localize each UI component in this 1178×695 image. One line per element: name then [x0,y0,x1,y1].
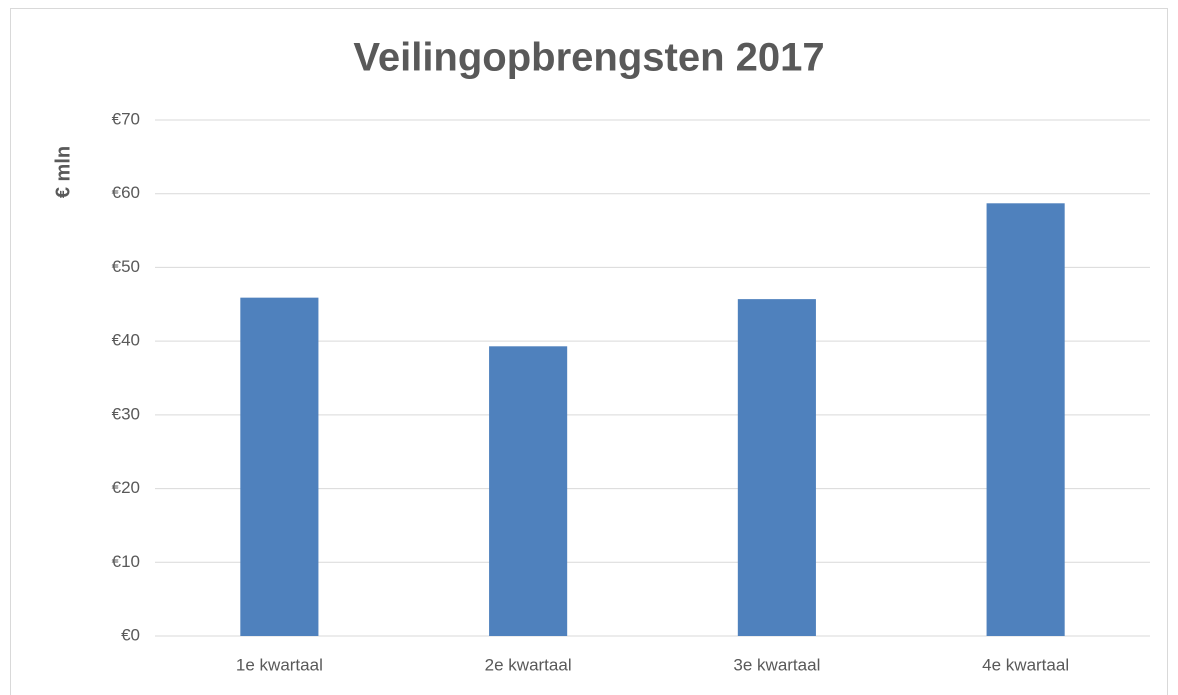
x-tick-label: 3e kwartaal [733,655,820,674]
y-tick-label: €60 [112,183,140,202]
y-tick-label: €10 [112,552,140,571]
y-tick-label: €0 [121,625,140,644]
chart-frame [10,8,1168,695]
bar [489,346,568,636]
x-tick-label: 1e kwartaal [236,655,323,674]
y-tick-label: €40 [112,331,140,350]
chart-title: Veilingopbrengsten 2017 [353,36,824,80]
bar [737,299,816,636]
bar [986,203,1065,636]
y-axis-label: € mln [52,146,74,198]
y-tick-label: €30 [112,404,140,423]
y-tick-label: €20 [112,478,140,497]
y-tick-label: €50 [112,257,140,276]
y-tick-label: €70 [112,109,140,128]
bar [240,297,319,636]
x-tick-label: 2e kwartaal [485,655,572,674]
x-tick-label: 4e kwartaal [982,655,1069,674]
